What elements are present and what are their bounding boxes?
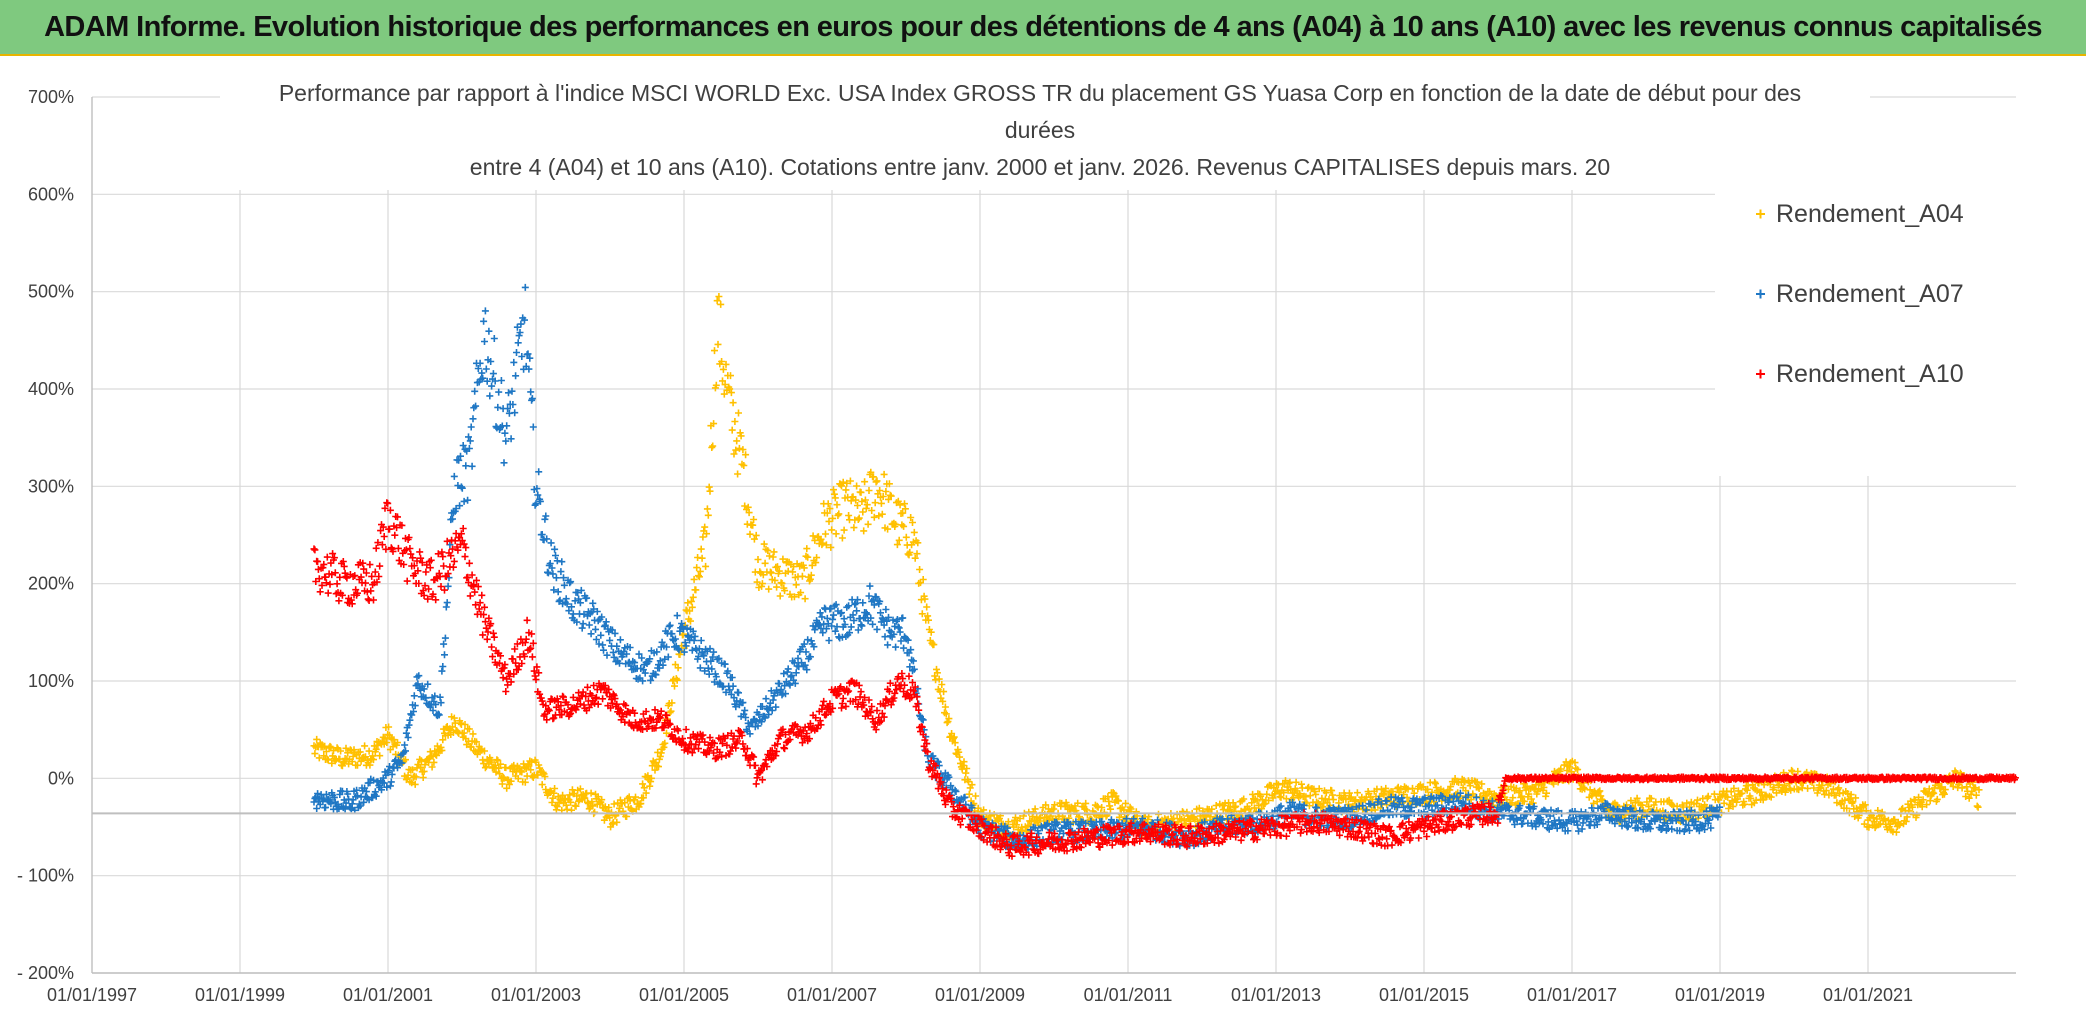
y-tick-label: 300%: [28, 476, 74, 496]
y-tick-label: 400%: [28, 379, 74, 399]
x-tick-label: 01/01/2015: [1379, 985, 1469, 1005]
y-tick-label: 0%: [48, 768, 74, 788]
x-tick-label: 01/01/2009: [935, 985, 1025, 1005]
legend-marker: [1756, 369, 1765, 379]
series-rendement-a10: [310, 499, 2019, 860]
legend-background: [1715, 156, 2025, 476]
y-tick-label: 500%: [28, 282, 74, 302]
chart-title-background: [220, 74, 1870, 190]
x-tick-label: 01/01/2005: [639, 985, 729, 1005]
y-tick-label: 200%: [28, 574, 74, 594]
chart-title-line: Performance par rapport à l'indice MSCI …: [279, 80, 1801, 106]
x-tick-label: 01/01/2021: [1823, 985, 1913, 1005]
legend-item: Rendement_A07: [1756, 280, 1964, 308]
axes: 700% 600% 500% 400% 300% 200% 100% 0% - 100% - 20…: [17, 87, 2016, 1005]
x-tick-label: 01/01/2019: [1675, 985, 1765, 1005]
x-tick-label: 01/01/2011: [1084, 985, 1173, 1005]
y-tick-label: - 200%: [17, 963, 74, 983]
chart-title: Performance par rapport à l'indice MSCI …: [220, 74, 1870, 190]
legend-label: Rendement_A10: [1776, 360, 1964, 388]
legend-marker: [1756, 289, 1765, 299]
data-series: [310, 283, 2019, 860]
x-tick-label: 01/01/2003: [491, 985, 581, 1005]
x-tick-label: 01/01/2001: [343, 985, 433, 1005]
legend-item: Rendement_A04: [1756, 200, 1964, 228]
x-tick-label: 01/01/2017: [1527, 985, 1617, 1005]
report-banner: ADAM Informe. Evolution historique des p…: [0, 0, 2086, 56]
legend-label: Rendement_A07: [1776, 280, 1964, 308]
x-tick-label: 01/01/2013: [1231, 985, 1321, 1005]
x-tick-label: 01/01/2007: [787, 985, 877, 1005]
x-tick-label: 01/01/1997: [47, 985, 137, 1005]
legend-marker: [1756, 209, 1765, 219]
legend-label: Rendement_A04: [1776, 200, 1964, 228]
performance-chart: Performance par rapport à l'indice MSCI …: [17, 74, 2025, 1005]
legend-item: Rendement_A10: [1756, 360, 1964, 388]
y-tick-label: 100%: [28, 671, 74, 691]
chart-title-line: entre 4 (A04) et 10 ans (A10). Cotations…: [470, 154, 1610, 180]
chart-title-line: durées: [1005, 117, 1075, 143]
legend: Rendement_A04 Rendement_A07 Rendement_A10: [1715, 156, 2025, 476]
y-tick-label: 600%: [28, 184, 74, 204]
y-tick-label: - 100%: [17, 866, 74, 886]
series-points: [310, 499, 2019, 860]
y-tick-label: 700%: [28, 87, 74, 107]
report-title: ADAM Informe. Evolution historique des p…: [44, 10, 2042, 43]
x-tick-label: 01/01/1999: [195, 985, 285, 1005]
